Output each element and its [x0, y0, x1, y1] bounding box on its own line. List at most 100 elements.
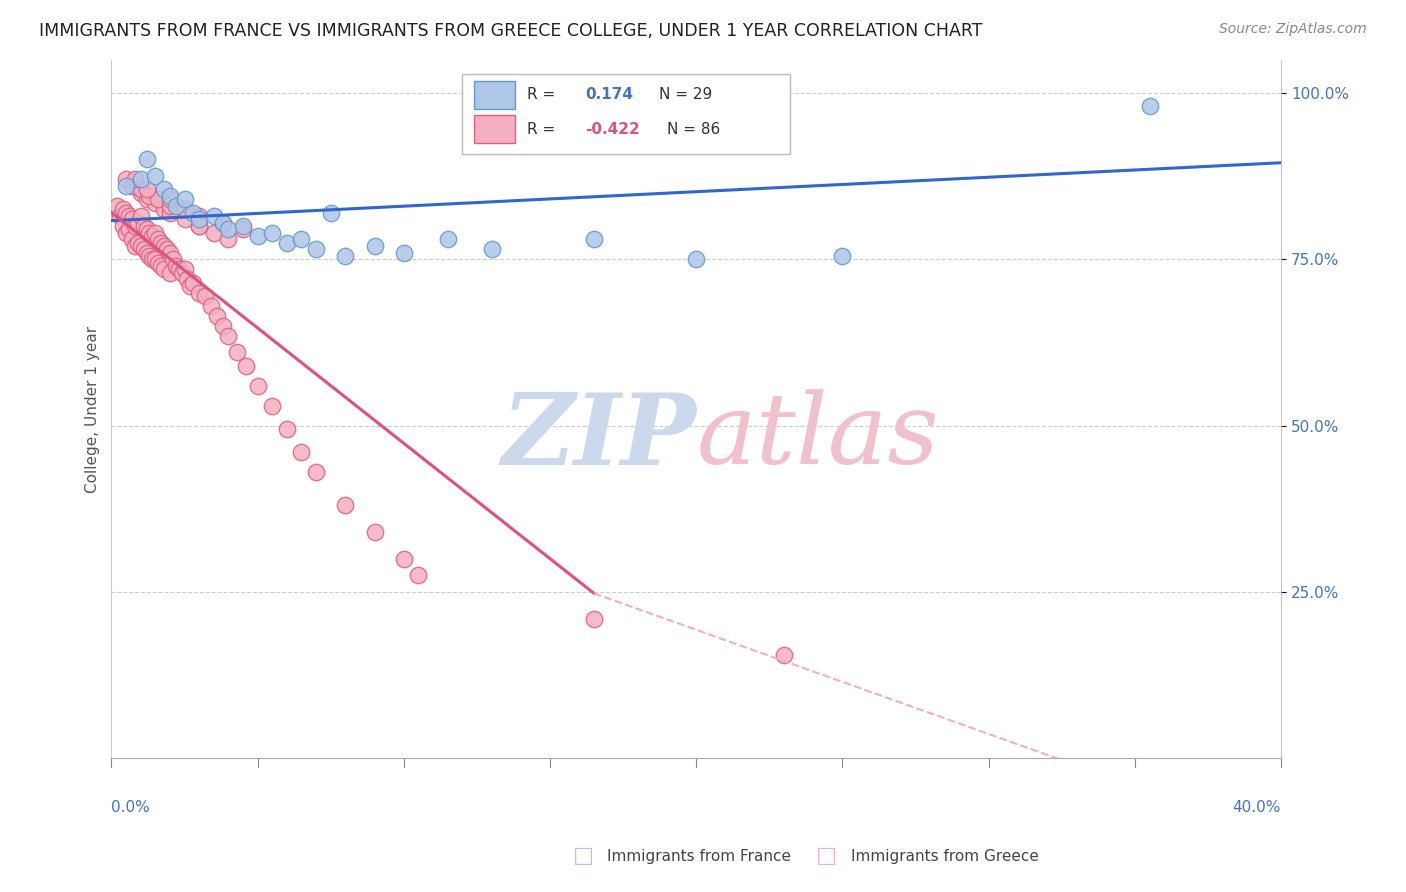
Point	[124, 219, 146, 233]
Point	[217, 328, 239, 343]
Point	[135, 153, 157, 167]
Point	[188, 219, 211, 233]
Point	[159, 189, 181, 203]
Point	[127, 235, 149, 250]
Point	[150, 259, 173, 273]
Point	[188, 212, 211, 227]
Point	[156, 242, 179, 256]
Point	[319, 205, 342, 219]
Point	[112, 202, 135, 217]
Point	[173, 262, 195, 277]
Point	[143, 169, 166, 183]
Point	[290, 232, 312, 246]
Point	[773, 648, 796, 663]
Point	[582, 232, 605, 246]
Point	[138, 226, 160, 240]
Point	[135, 245, 157, 260]
Bar	[474, 80, 515, 109]
Point	[129, 209, 152, 223]
Point	[153, 202, 176, 217]
Text: IMMIGRANTS FROM FRANCE VS IMMIGRANTS FROM GREECE COLLEGE, UNDER 1 YEAR CORRELATI: IMMIGRANTS FROM FRANCE VS IMMIGRANTS FRO…	[39, 22, 983, 40]
Point	[392, 551, 415, 566]
Point	[112, 219, 135, 233]
Point	[363, 239, 385, 253]
Point	[153, 262, 176, 277]
Text: Immigrants from Greece: Immigrants from Greece	[851, 849, 1039, 863]
Text: R =: R =	[527, 87, 560, 102]
Point	[129, 182, 152, 196]
Point	[202, 226, 225, 240]
Point	[211, 216, 233, 230]
Point	[124, 239, 146, 253]
Point	[173, 202, 195, 217]
Point	[188, 285, 211, 300]
Text: atlas: atlas	[696, 389, 939, 484]
Point	[159, 199, 181, 213]
Point	[115, 172, 138, 186]
Point	[143, 252, 166, 267]
Point	[1139, 99, 1161, 113]
Point	[436, 232, 458, 246]
Point	[226, 345, 249, 359]
Point	[262, 226, 284, 240]
Text: □: □	[574, 847, 593, 866]
Point	[181, 205, 204, 219]
Point	[305, 242, 328, 256]
Point	[181, 276, 204, 290]
Point	[159, 192, 181, 206]
Point	[202, 209, 225, 223]
Point	[105, 199, 128, 213]
Point	[129, 172, 152, 186]
Point	[290, 445, 312, 459]
Point	[831, 249, 853, 263]
Point	[276, 422, 298, 436]
Point	[148, 192, 170, 206]
Point	[159, 245, 181, 260]
Point	[363, 525, 385, 540]
Point	[115, 179, 138, 194]
Point	[132, 219, 155, 233]
Point	[141, 252, 163, 267]
Point	[159, 266, 181, 280]
Point	[165, 259, 187, 273]
Point	[127, 216, 149, 230]
Point	[121, 212, 143, 227]
Point	[153, 239, 176, 253]
Point	[153, 182, 176, 196]
Point	[194, 289, 217, 303]
Point	[148, 255, 170, 269]
Text: Immigrants from France: Immigrants from France	[607, 849, 792, 863]
Point	[150, 235, 173, 250]
Point	[335, 499, 357, 513]
Point	[305, 465, 328, 479]
Point	[217, 222, 239, 236]
Point	[129, 239, 152, 253]
Point	[129, 186, 152, 200]
Point	[188, 209, 211, 223]
Point	[232, 219, 254, 233]
Point	[143, 226, 166, 240]
Point	[124, 172, 146, 186]
Point	[124, 179, 146, 194]
Point	[232, 222, 254, 236]
Point	[170, 266, 193, 280]
Bar	[474, 115, 515, 144]
Point	[118, 209, 141, 223]
Point	[217, 232, 239, 246]
Point	[179, 278, 201, 293]
Point	[121, 179, 143, 194]
Point	[176, 272, 198, 286]
Text: 0.174: 0.174	[585, 87, 633, 102]
Text: -0.422: -0.422	[585, 122, 640, 137]
Text: 0.0%: 0.0%	[111, 800, 150, 815]
Text: N = 29: N = 29	[659, 87, 711, 102]
Text: N = 86: N = 86	[666, 122, 720, 137]
Point	[335, 249, 357, 263]
Text: Source: ZipAtlas.com: Source: ZipAtlas.com	[1219, 22, 1367, 37]
Point	[481, 242, 503, 256]
Y-axis label: College, Under 1 year: College, Under 1 year	[86, 326, 100, 492]
Point	[262, 399, 284, 413]
Point	[246, 378, 269, 392]
Point	[108, 209, 131, 223]
Point	[141, 229, 163, 244]
